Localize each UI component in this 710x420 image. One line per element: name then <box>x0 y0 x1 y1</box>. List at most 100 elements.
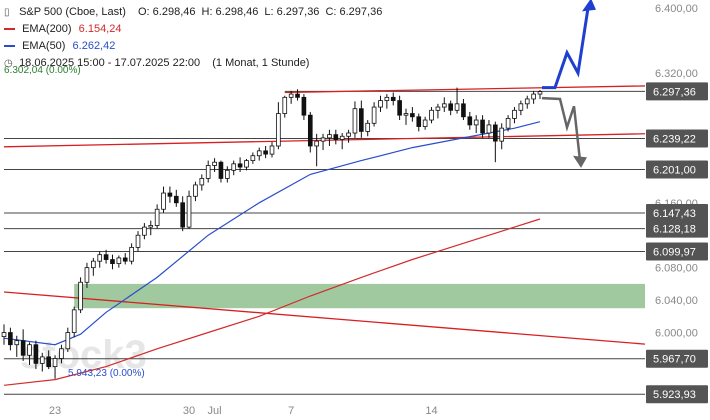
candle-body <box>148 225 154 228</box>
candle-body <box>429 109 434 121</box>
ema200-value: 6.154,24 <box>78 23 122 35</box>
candle <box>505 115 511 132</box>
candle <box>499 123 505 150</box>
ema200-label: EMA(200) <box>22 23 72 35</box>
candle <box>161 186 166 213</box>
candle-body <box>14 340 20 346</box>
ohlc-values: O: 6.298,46 H: 6.298,46 L: 6.297,36 C: 6.29… <box>138 6 388 18</box>
candle-body <box>505 118 511 129</box>
candle-body <box>416 116 422 127</box>
candle <box>231 160 237 176</box>
ohlc-item: H: 6.298,46 <box>201 6 259 18</box>
candle <box>295 89 300 101</box>
candle <box>65 327 71 353</box>
candle <box>129 243 134 265</box>
x-tick-label: 7 <box>288 405 294 417</box>
candle <box>454 87 460 114</box>
candle-body <box>116 257 122 265</box>
legend-ema200-row: EMA(200) 6.154,24 <box>4 21 388 38</box>
candle <box>205 160 211 183</box>
candle-body <box>301 96 307 116</box>
ema50-value: 6.262,42 <box>72 40 116 52</box>
candle <box>1 324 7 345</box>
y-tick-label: 6.400,00 <box>655 3 698 15</box>
candle <box>180 196 185 232</box>
candle <box>339 133 345 150</box>
candle-body <box>320 137 326 142</box>
candle-body <box>59 348 64 359</box>
candle-body <box>384 96 390 101</box>
candle-body <box>173 195 179 204</box>
candle-body <box>84 267 90 283</box>
candle-body <box>161 192 166 210</box>
date-range: 18.06.2025 15:00 - 17.07.2025 22:00 <box>19 57 201 69</box>
candle <box>193 181 198 202</box>
candle-body <box>1 332 7 338</box>
candle-body <box>288 93 294 98</box>
candle-body <box>371 106 377 124</box>
candle <box>467 111 473 130</box>
trendline <box>284 85 646 94</box>
candle-body <box>154 208 160 226</box>
candle-body <box>8 332 13 346</box>
candle <box>218 160 224 183</box>
trendline <box>3 291 646 345</box>
candle-body <box>333 134 339 140</box>
watermark-text: stock3 <box>20 333 147 377</box>
up-arrow-head <box>582 0 596 12</box>
candle <box>84 262 90 288</box>
candle <box>71 306 77 338</box>
candle <box>20 329 26 361</box>
down-arrow-head <box>573 155 587 168</box>
bullish-scenario-arrow <box>542 7 590 90</box>
candle <box>237 157 243 172</box>
candle <box>327 129 332 146</box>
candle <box>320 133 326 151</box>
candle <box>346 129 351 143</box>
candle <box>52 355 58 379</box>
candle <box>524 95 530 109</box>
candlestick-icon: ▯ <box>4 7 10 18</box>
candle-body <box>480 119 485 134</box>
price-tag-label: 6.147,43 <box>653 208 696 220</box>
clock-icon: ◷ <box>4 58 13 69</box>
candle <box>14 335 20 357</box>
candle-body <box>122 257 128 262</box>
ema50-line <box>3 121 541 346</box>
candle-body <box>486 124 492 134</box>
candle-body <box>193 184 198 197</box>
candle-body <box>493 124 498 142</box>
price-tag <box>646 219 708 238</box>
candle <box>263 145 268 159</box>
candle-body <box>91 260 96 269</box>
candle-body <box>212 161 217 166</box>
ohlc-item: C: 6.297,36 <box>325 6 383 18</box>
candle-body <box>142 226 147 236</box>
candle <box>276 102 281 150</box>
candle-body <box>199 178 205 186</box>
candle-body <box>339 135 345 140</box>
legend-range-row: ◷ 18.06.2025 15:00 - 17.07.2025 22:00 (1… <box>4 55 388 72</box>
legend-title-row: ▯ S&P 500 (Cboe, Last) O: 6.298,46 H: 6.2… <box>4 4 388 21</box>
candle-body <box>448 103 453 111</box>
candle-body <box>263 150 268 155</box>
candle <box>531 90 536 104</box>
candle-body <box>397 100 402 116</box>
candle <box>422 116 428 130</box>
candle <box>448 100 453 116</box>
candle <box>352 101 358 138</box>
candle-body <box>473 119 479 126</box>
price-tag <box>646 129 708 148</box>
candle <box>288 90 294 104</box>
candle-body <box>422 119 428 127</box>
candle-body <box>27 344 32 356</box>
candle-body <box>52 358 58 368</box>
ema200-swatch <box>4 28 15 31</box>
candle <box>135 231 141 252</box>
candle <box>282 95 288 118</box>
candle <box>512 107 517 124</box>
ema200-line <box>3 218 541 386</box>
price-tag-label: 5.967,70 <box>653 354 696 366</box>
candle-body <box>46 356 51 368</box>
